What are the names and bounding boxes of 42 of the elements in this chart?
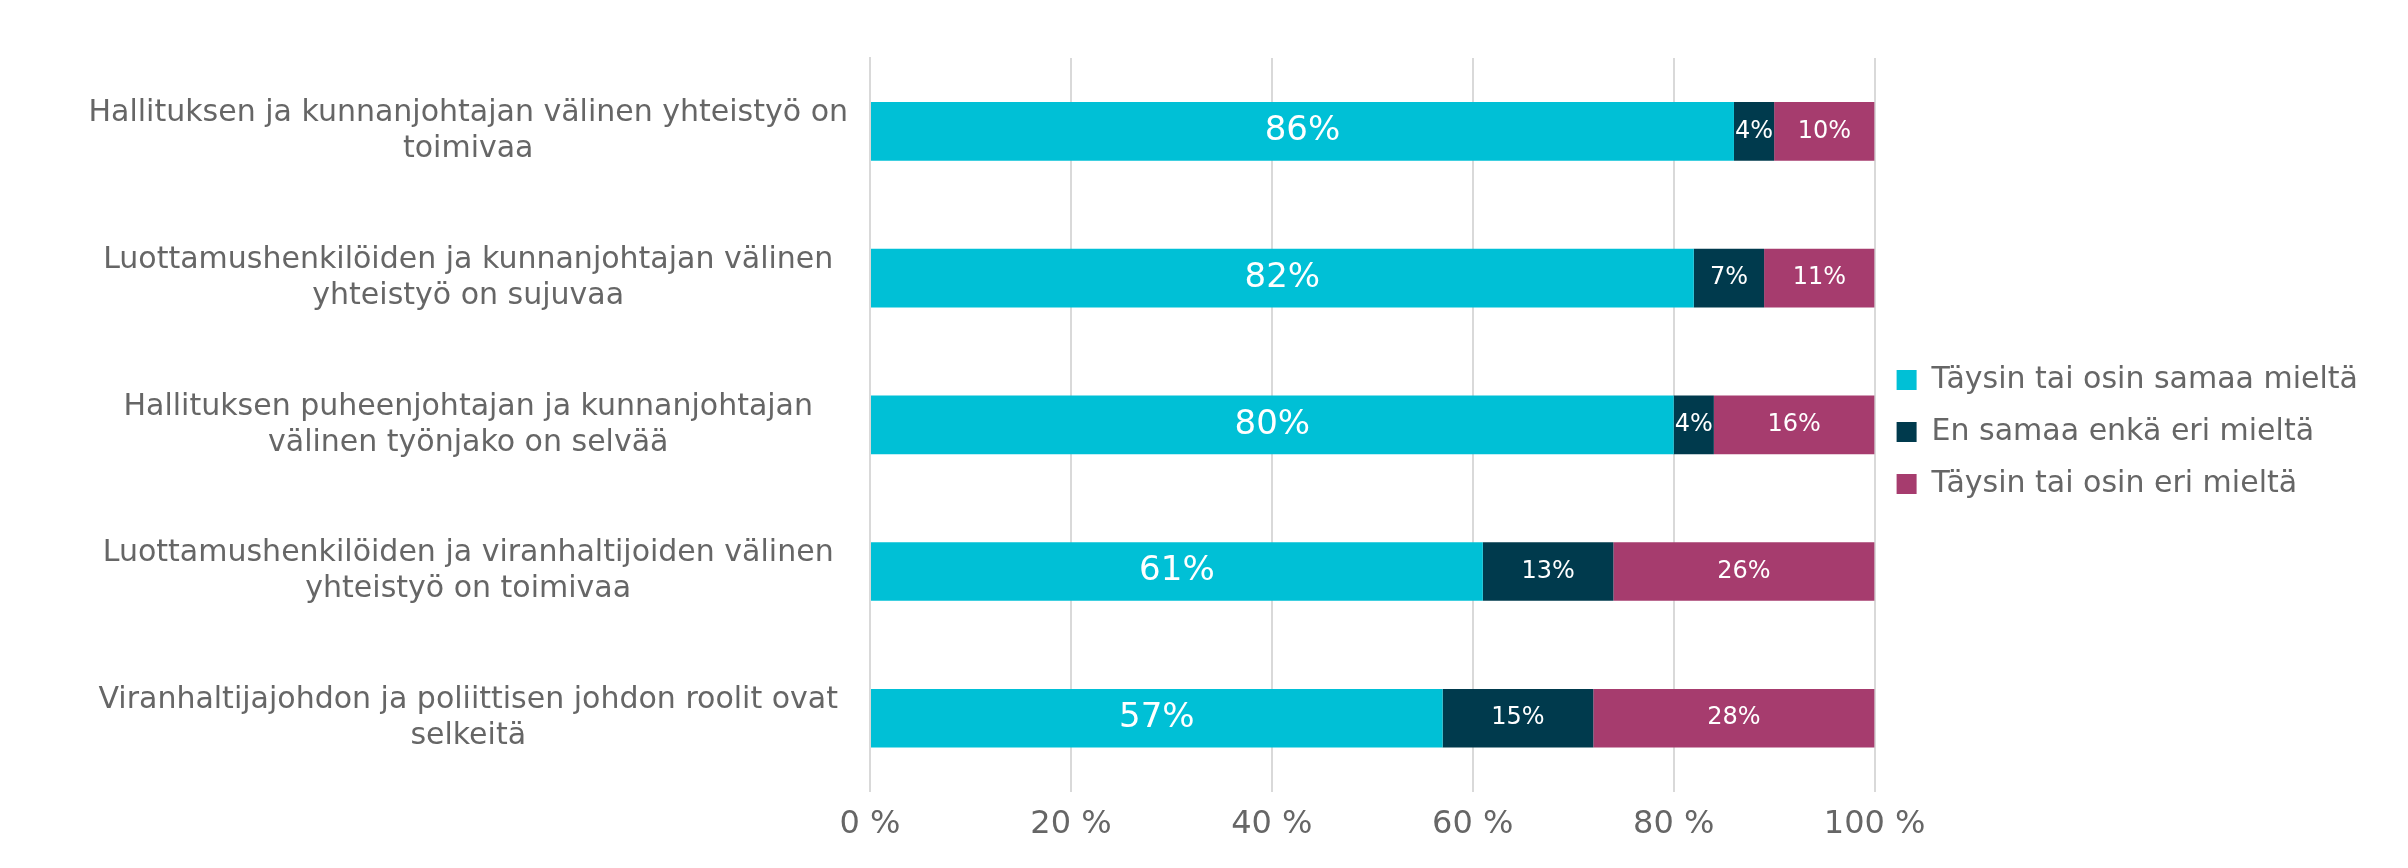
data-label: 7% (1709, 262, 1748, 291)
data-label: 15% (1491, 702, 1545, 731)
legend-label: Täysin tai osin samaa mieltä (1930, 359, 2358, 395)
bar (1764, 248, 1875, 308)
y-tick-label: Luottamushenkilöiden ja viranhaltijoiden välinen yhteistyö on toimivaa (102, 533, 834, 605)
data-label: 4% (1735, 115, 1774, 144)
bar (1693, 248, 1765, 308)
legend-label: En samaa enkä eri mieltä (1931, 411, 2315, 447)
data-label: 4% (1674, 409, 1713, 438)
data-label: 13% (1521, 555, 1575, 584)
data-label: 26% (1717, 555, 1771, 584)
y-tick-label: Hallituksen puheenjohtajan ja kunnanjohtajan välinen työnjako on selvää (123, 386, 814, 458)
y-tick-label: Viranhaltijajohdon ja poliittisen johdon roolit ovat selkeitä (98, 680, 839, 752)
bar (1774, 102, 1875, 161)
bar (871, 248, 1694, 308)
x-tick-label: 40 % (1231, 803, 1313, 842)
bar (1482, 542, 1614, 601)
legend-label: Täysin tai osin eri mieltä (1930, 463, 2298, 499)
data-label: 82% (1244, 254, 1321, 295)
bar (871, 395, 1674, 455)
bar (1713, 395, 1875, 455)
bar (871, 688, 1443, 748)
y-tick-label: Luottamushenkilöiden ja kunnanjohtajan välinen yhteistyö on sujuvaa (103, 239, 834, 311)
bar (871, 542, 1483, 601)
bar (1613, 542, 1875, 601)
data-label: 61% (1139, 548, 1215, 589)
x-tick-label: 0 % (839, 803, 901, 842)
y-tick-label: Hallituksen ja kunnanjohtajan välinen yhteistyö on toimivaa (88, 93, 849, 165)
data-label: 80% (1234, 401, 1311, 442)
bar (1442, 688, 1594, 748)
data-label: 28% (1707, 702, 1761, 731)
bar (871, 102, 1734, 161)
bar (1593, 688, 1875, 748)
x-tick-label: 60 % (1432, 803, 1514, 842)
data-label: 10% (1797, 115, 1852, 144)
x-tick-label: 20 % (1030, 803, 1112, 842)
data-label: 86% (1264, 108, 1341, 149)
x-tick-label: 80 % (1633, 803, 1715, 842)
data-label: 16% (1767, 409, 1821, 438)
data-label: 57% (1119, 695, 1195, 736)
x-tick-label: 100 % (1823, 803, 1926, 842)
data-label: 11% (1792, 262, 1847, 291)
